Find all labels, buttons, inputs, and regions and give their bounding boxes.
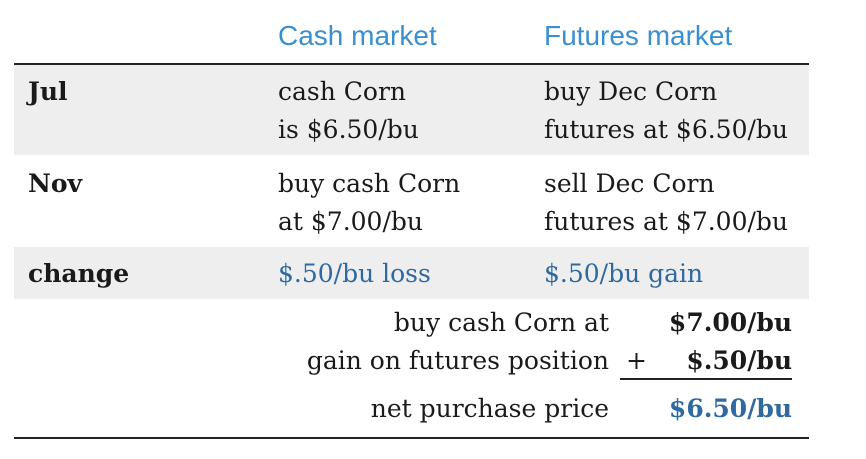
summary-label-cash-price: buy cash Corn at	[393, 308, 609, 337]
cash-change-value: $.50/bu loss	[278, 259, 431, 288]
summary-label-futures-gain: gain on futures position	[306, 346, 609, 375]
summary-label-net-price: net purchase price	[370, 394, 609, 423]
futures-cell-line2: futures at $6.50/bu	[544, 115, 789, 144]
cash-cell-line1: cash Corn	[278, 77, 407, 106]
cash-cell-line2: at $7.00/bu	[278, 207, 423, 236]
hedge-example-table: Cash market Futures market Jul cash Corn…	[14, 0, 809, 459]
futures-change-value: $.50/bu gain	[544, 259, 704, 288]
summary-operator-plus: +	[626, 346, 647, 375]
row-label: change	[28, 259, 130, 288]
bottom-rule	[14, 437, 809, 439]
header-cash-market: Cash market	[278, 20, 437, 51]
summary-value-futures-gain: $.50/bu	[686, 346, 792, 375]
futures-cell-line2: futures at $7.00/bu	[544, 207, 789, 236]
row-label: Jul	[28, 77, 68, 106]
table-row-nov: Nov buy cash Corn at $7.00/bu sell Dec C…	[14, 155, 809, 247]
table-row-jul: Jul cash Corn is $6.50/bu buy Dec Corn f…	[14, 65, 809, 155]
row-label: Nov	[28, 169, 83, 198]
cash-cell-line2: is $6.50/bu	[278, 115, 419, 144]
table-row-change: change $.50/bu loss $.50/bu gain	[14, 247, 809, 299]
futures-cell-line1: buy Dec Corn	[544, 77, 718, 106]
header-futures-market: Futures market	[544, 20, 733, 51]
cash-cell-line1: buy cash Corn	[278, 169, 461, 198]
sum-underline	[620, 378, 792, 380]
summary-value-cash-price: $7.00/bu	[668, 308, 792, 337]
top-rule	[14, 63, 809, 65]
summary-value-net-price: $6.50/bu	[668, 394, 792, 423]
futures-cell-line1: sell Dec Corn	[544, 169, 715, 198]
